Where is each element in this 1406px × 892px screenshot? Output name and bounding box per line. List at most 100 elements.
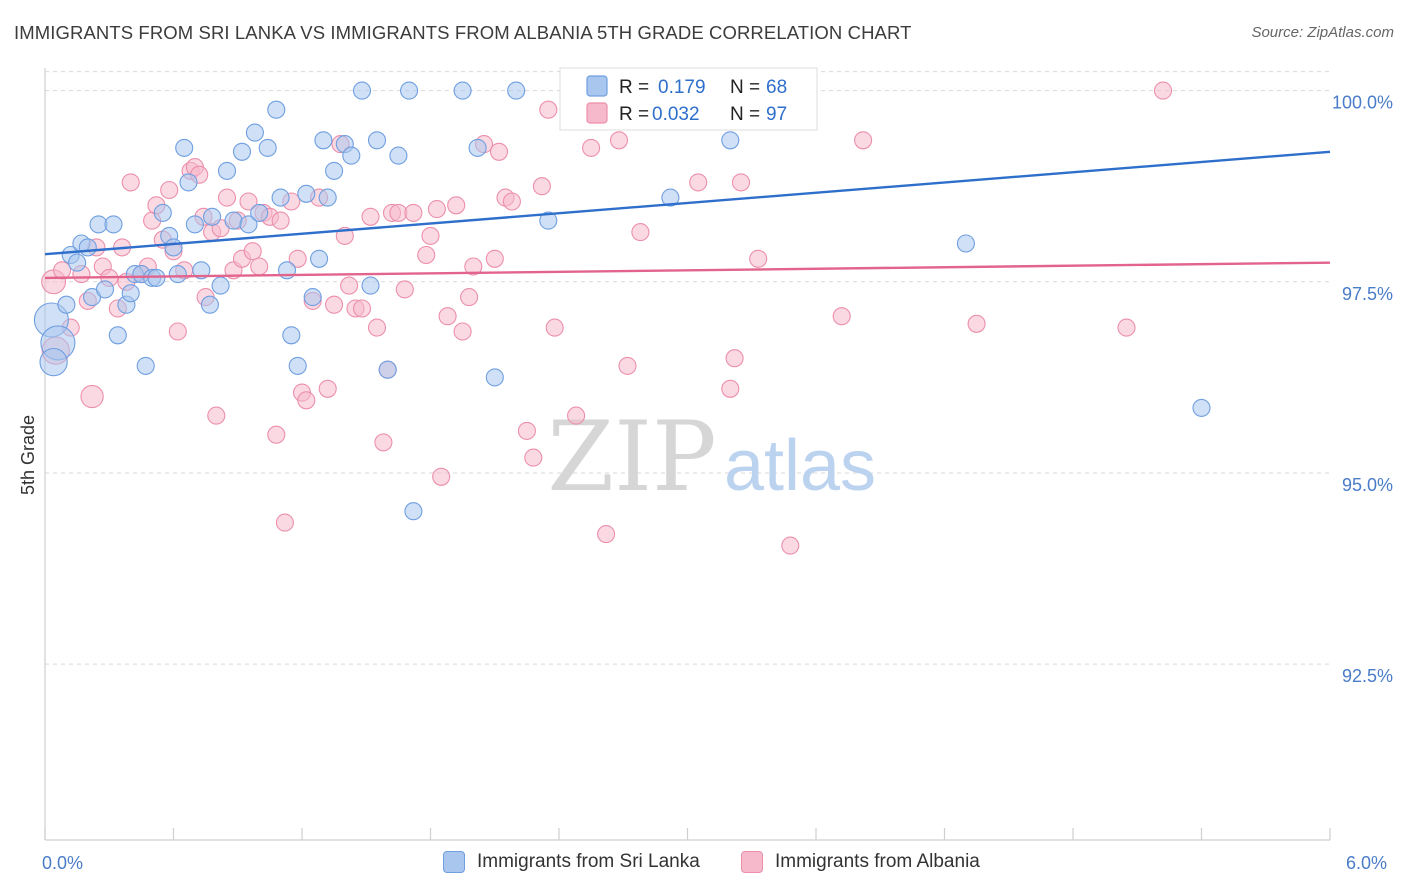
albania-point [438,307,457,326]
sri-lanka-point [267,100,286,119]
data-points [33,81,1211,555]
legend-n-label: N = [730,104,760,125]
y-axis-label: 5th Grade [18,415,38,495]
sri-lanka-point [468,138,487,157]
albania-point [460,288,479,307]
legend-label-albania: Immigrants from Albania [775,851,980,872]
legend-r-value: 0.032 [652,104,700,125]
source-credit: Source: ZipAtlas.com [1251,24,1394,41]
x-tick-label-min: 0.0% [42,853,84,873]
sri-lanka-point [404,502,423,521]
sri-lanka-point [361,276,380,295]
sri-lanka-point [203,207,222,226]
albania-point [271,211,290,230]
y-tick-label: 97.5% [1342,284,1393,304]
sri-lanka-point [661,188,680,207]
albania-point [239,192,258,211]
legend-n-value: 97 [766,104,787,125]
legend-swatch-albania [741,851,763,873]
sri-lanka-point [314,131,333,150]
albania-point [609,131,629,150]
albania-point [721,379,740,398]
albania-point [524,448,543,467]
albania-point [404,203,423,222]
albania-point [121,173,140,192]
sri-lanka-point [175,138,194,157]
sri-lanka-point [89,215,108,234]
stats-legend: R = 0.179 N = 68 R = 0.032 N = 97 [559,67,818,131]
legend-label-sri-lanka: Immigrants from Sri Lanka [477,851,700,872]
albania-point [243,242,262,261]
albania-point [731,173,751,192]
sri-lanka-point [224,211,243,230]
sri-lanka-point [288,356,307,375]
sri-lanka-point [192,261,211,280]
x-tick-label-max: 6.0% [1346,853,1388,873]
sri-lanka-point [271,188,290,207]
sri-lanka-point [239,215,258,234]
sri-lanka-point [956,234,975,253]
sri-lanka-trend-line [44,150,1331,256]
legend-swatch-sri-lanka [586,75,608,97]
albania-point [421,226,440,245]
albania-point [395,280,414,299]
albania-point [781,536,800,555]
albania-point [374,433,393,452]
legend-r-label: R = [619,104,649,125]
albania-point [967,314,986,333]
sri-lanka-point [57,295,76,314]
sri-lanka-point [389,146,408,165]
sri-lanka-point [325,161,344,180]
sri-lanka-point [400,81,419,100]
y-tick-labels: 92.5% 95.0% 97.5% 100.0% [1332,93,1393,687]
albania-point [275,513,294,532]
sri-lanka-point [185,215,204,234]
albania-point [367,318,387,337]
legend-swatch-sri-lanka [443,851,465,873]
watermark-atlas: atlas [724,426,876,506]
y-tick-label: 92.5% [1342,666,1393,686]
albania-point [545,318,564,337]
albania-point [340,276,359,295]
sri-lanka-point [147,268,166,287]
albania-point [689,173,708,192]
albania-point [832,307,851,326]
sri-lanka-point [39,347,68,377]
sri-lanka-point [68,253,87,272]
albania-point [417,245,436,265]
sri-lanka-point [303,288,322,307]
sri-lanka-point [297,184,316,203]
albania-point [207,406,226,425]
sri-lanka-point [232,142,252,161]
albania-point [80,384,104,409]
sri-lanka-point [258,138,277,157]
legend-item-sri-lanka[interactable]: Immigrants from Sri Lanka [443,851,700,873]
legend-item-albania[interactable]: Immigrants from Albania [741,851,980,873]
sri-lanka-point [282,326,301,345]
legend-n-label: N = [730,77,760,98]
sri-lanka-point [108,326,127,345]
sri-lanka-point [250,203,269,222]
watermark: ZIP atlas [547,401,876,513]
albania-point [267,425,286,444]
albania-point [489,142,509,161]
albania-point [532,177,551,196]
sri-lanka-point [121,284,140,303]
sri-lanka-point [95,280,115,299]
albania-point [1117,318,1136,337]
trend-lines [44,150,1331,280]
sri-lanka-point [352,81,372,100]
sri-lanka-point [136,356,155,375]
albania-point [361,207,380,226]
albania-point [250,257,269,276]
sri-lanka-point [342,146,361,165]
albania-point [749,249,768,268]
albania-point [325,295,344,314]
sri-lanka-point [78,238,97,257]
albania-point [618,356,637,375]
albania-point [168,322,187,341]
albania-point [502,192,521,211]
albania-point [160,180,179,200]
sri-lanka-point [378,360,397,379]
sri-lanka-point [245,123,264,142]
